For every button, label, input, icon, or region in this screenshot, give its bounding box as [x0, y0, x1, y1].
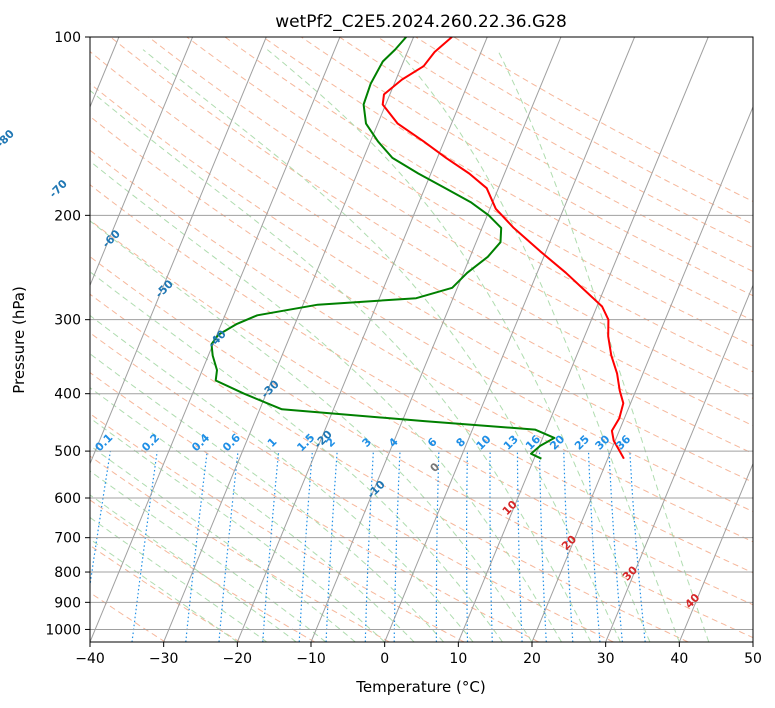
pressure-gridlines [90, 37, 753, 630]
moist-adiabat [396, 49, 680, 642]
isotherm-line [310, 37, 562, 642]
moist-adiabat [90, 538, 238, 642]
x-tick-label: 0 [380, 651, 389, 667]
mixing-ratio-line [262, 451, 280, 642]
moist-adiabat [142, 49, 621, 642]
moist-adiabat [90, 353, 444, 642]
x-tick-label: −10 [296, 651, 326, 667]
x-tick-label: 40 [670, 651, 688, 667]
isotherm-line [384, 37, 636, 642]
moist-adiabat [90, 314, 474, 642]
y-tick-label: 500 [54, 444, 81, 460]
y-tick-label: 800 [54, 565, 81, 581]
dry-adiabat [90, 219, 753, 606]
dry-adiabat [110, 37, 753, 427]
moist-adiabat [90, 470, 327, 642]
dry-adiabat [262, 37, 753, 322]
moist-adiabat [90, 160, 562, 642]
y-tick-label: 400 [54, 387, 81, 403]
x-tick-label: 30 [597, 651, 615, 667]
y-tick-label: 300 [54, 313, 81, 329]
dewpoint-line [210, 37, 556, 460]
x-axis-label: Temperature (°C) [355, 678, 485, 696]
y-axis-ticks: 1000 900 800 700 600 500 400 300 200 100 [45, 30, 90, 638]
moist-adiabat [90, 220, 533, 642]
mixing-ratio-line [90, 451, 111, 590]
dry-adiabat [90, 149, 753, 543]
temperature-line [381, 37, 625, 460]
dry-adiabat [90, 371, 540, 642]
mixing-ratio-line [218, 451, 239, 642]
mixing-ratio-line [608, 451, 623, 642]
isotherm-line [531, 105, 753, 642]
dry-adiabat [90, 83, 753, 483]
x-tick-label: 10 [449, 651, 467, 667]
y-tick-label: 1000 [45, 622, 81, 638]
isotherm-line [457, 37, 709, 642]
plot-frame [89, 36, 754, 643]
y-tick-label: 900 [54, 595, 81, 611]
moist-adiabat [496, 49, 710, 642]
isotherm-line [90, 37, 267, 465]
x-axis-ticks: −40 −30 −20 −10 0 10 20 30 40 50 [75, 642, 762, 667]
dry-adiabat [186, 37, 753, 373]
isotherm-line [90, 37, 194, 287]
mixing-ratio-line [629, 451, 646, 642]
moist-adiabat [90, 89, 592, 642]
moist-adiabat [90, 387, 415, 642]
moist-adiabats [90, 49, 710, 642]
dry-adiabat [90, 115, 753, 513]
x-tick-label: −20 [223, 651, 253, 667]
y-tick-label: 700 [54, 531, 81, 547]
x-tick-label: −30 [149, 651, 179, 667]
dry-adiabat [301, 37, 753, 297]
isotherms [90, 37, 753, 642]
dry-adiabats [90, 37, 753, 642]
y-tick-label: 600 [54, 491, 81, 507]
dry-adiabat [90, 332, 614, 642]
x-tick-label: −40 [75, 651, 105, 667]
x-tick-label: 20 [523, 651, 541, 667]
y-axis-label: Pressure (hPa) [10, 286, 28, 394]
isotherm-line [678, 462, 753, 642]
mixing-ratio-line [185, 451, 208, 642]
dry-adiabat [90, 184, 753, 574]
dry-adiabat [148, 37, 753, 399]
y-tick-label: 100 [54, 30, 81, 46]
moist-adiabat [90, 444, 356, 642]
x-tick-label: 50 [744, 651, 762, 667]
dry-adiabat [90, 499, 315, 642]
isotherm-line [163, 37, 415, 642]
moist-adiabat [90, 417, 386, 642]
y-tick-label: 200 [54, 208, 81, 224]
dry-adiabat [90, 455, 390, 642]
chart-title: wetPf2_C2E5.2024.260.22.36.G28 [275, 12, 567, 32]
isotherm-line [236, 37, 488, 642]
moist-adiabat [266, 49, 651, 642]
isotherm-line [605, 284, 753, 642]
sounding-series [210, 37, 625, 460]
